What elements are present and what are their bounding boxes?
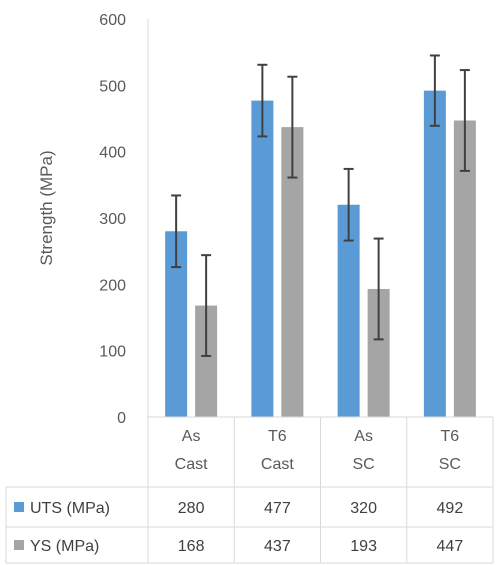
table-cell-value: 492 (437, 500, 464, 517)
legend-key-uts (14, 502, 24, 512)
error-bar (429, 54, 440, 127)
legend-label-ys: YS (MPa) (30, 538, 99, 555)
table-cell-value: 280 (178, 500, 205, 517)
error-bar (171, 194, 182, 269)
table-cell-value: 437 (264, 538, 291, 555)
bar-ys (367, 288, 390, 417)
x-category-label: T6 SC (439, 428, 461, 473)
legend-key-ys (14, 540, 24, 550)
y-tick-label: 500 (99, 78, 126, 95)
x-category-label: As Cast (175, 428, 208, 473)
data-table: As Cast T6 Cast As SC T6 SC UTS (MPa) 280 477 320 49… (5, 416, 494, 564)
error-bars (171, 54, 470, 357)
table-cell-value: 193 (350, 538, 377, 555)
bar-ys (195, 305, 218, 417)
table-cell-value: 168 (178, 538, 205, 555)
y-tick-label: 100 (99, 344, 126, 361)
x-category-label: T6 Cast (261, 428, 294, 473)
error-bar (343, 167, 354, 242)
bar-uts (337, 204, 360, 417)
bars (165, 90, 476, 418)
y-tick-label: 0 (117, 410, 126, 427)
error-bar (257, 63, 268, 138)
error-bar (287, 75, 298, 179)
y-tick-label: 400 (99, 145, 126, 162)
table-cell-value: 477 (264, 500, 291, 517)
bar-uts (165, 231, 188, 417)
error-bar (373, 237, 384, 341)
error-bar (459, 69, 470, 172)
bar-ys (281, 127, 304, 417)
bar-uts (251, 100, 274, 417)
error-bar (201, 254, 212, 357)
x-category-label: As SC (353, 428, 375, 473)
y-axis-title: Strength (MPa) (37, 150, 56, 265)
table-cell-value: 320 (350, 500, 377, 517)
table-cell-value: 447 (437, 538, 464, 555)
axes: 0 100 200 300 400 500 600 (99, 12, 149, 427)
y-tick-label: 200 (99, 277, 126, 294)
bar-uts (423, 90, 446, 417)
y-tick-label: 600 (99, 12, 126, 29)
legend-label-uts: UTS (MPa) (30, 500, 110, 517)
y-tick-label: 300 (99, 211, 126, 228)
bar-ys (453, 120, 476, 418)
